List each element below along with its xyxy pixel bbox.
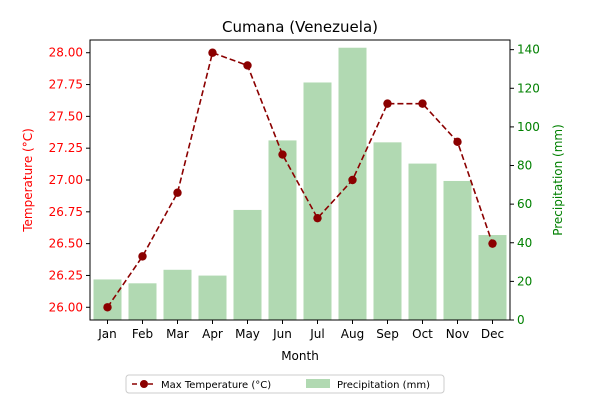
precip-bar: [163, 269, 192, 320]
left-tick-label: 28.00: [49, 46, 83, 60]
x-tick-label: Jun: [272, 327, 292, 341]
precip-bar: [373, 142, 402, 320]
temperature-point: [488, 239, 497, 248]
x-tick-label: Mar: [166, 327, 189, 341]
precip-bar: [198, 275, 227, 320]
left-tick-label: 27.75: [49, 78, 83, 92]
x-tick-label: Sep: [376, 327, 399, 341]
legend-bar-swatch: [306, 379, 330, 388]
x-tick-label: Oct: [412, 327, 433, 341]
right-tick-label: 100: [517, 120, 540, 134]
chart-title: Cumana (Venezuela): [222, 18, 378, 36]
right-tick-label: 20: [517, 274, 532, 288]
precip-bar: [93, 279, 122, 320]
left-axis-label: Temperature (°C): [21, 128, 35, 233]
right-tick-label: 0: [517, 313, 525, 327]
right-axis-label: Precipitation (mm): [551, 124, 565, 236]
legend-line-marker: [140, 380, 148, 388]
bar-series: [93, 47, 507, 321]
legend-label-precipitation: Precipitation (mm): [337, 380, 430, 391]
temperature-point: [138, 252, 147, 261]
legend-label-temperature: Max Temperature (°C): [161, 380, 271, 391]
left-tick-label: 26.00: [49, 300, 83, 314]
temperature-point: [313, 213, 322, 223]
precip-bar: [268, 140, 297, 320]
x-axis-label: Month: [281, 349, 319, 363]
right-tick-label: 40: [517, 236, 532, 250]
left-tick-label: 26.75: [49, 205, 83, 219]
temperature-point: [278, 150, 287, 159]
precip-bar: [478, 235, 507, 320]
precip-bar: [443, 180, 472, 320]
temperature-point: [208, 48, 217, 57]
temperature-point: [243, 61, 252, 70]
right-axis: 0 20 40 60 80 100 120 140: [510, 43, 540, 327]
legend: Max Temperature (°C) Precipitation (mm): [125, 374, 445, 394]
temperature-point: [103, 303, 112, 312]
temperature-point: [418, 99, 427, 108]
x-axis: Jan Feb Mar Apr May Jun Jul Aug Sep Oct Nov Dec: [97, 320, 504, 341]
temperature-point: [383, 99, 392, 108]
temperature-series: [103, 48, 497, 312]
temperature-point: [453, 137, 462, 147]
x-tick-label: May: [235, 327, 260, 341]
precip-bar: [408, 163, 437, 320]
left-tick-label: 27.00: [49, 173, 83, 187]
x-tick-label: Feb: [132, 327, 153, 341]
precip-bar: [128, 283, 157, 320]
left-axis: 26.00 26.25 26.50 26.75 27.00 27.25 27.50 27.75…: [49, 46, 90, 314]
x-tick-label: Nov: [446, 327, 469, 341]
temperature-point: [348, 175, 357, 185]
x-tick-label: Apr: [202, 327, 223, 341]
left-tick-label: 26.25: [49, 268, 83, 282]
temperature-point: [173, 188, 182, 197]
legend-frame: [125, 374, 445, 394]
right-tick-label: 60: [517, 197, 532, 211]
x-tick-label: Aug: [341, 327, 364, 341]
x-tick-label: Jan: [97, 327, 117, 341]
left-tick-label: 27.50: [49, 109, 83, 123]
precip-bar: [233, 209, 262, 320]
left-tick-label: 26.50: [49, 237, 83, 251]
temperature-line: [106, 51, 494, 308]
left-tick-label: 27.25: [49, 141, 83, 155]
x-tick-label: Dec: [481, 327, 504, 341]
right-tick-label: 140: [517, 43, 540, 57]
right-tick-label: 120: [517, 81, 540, 95]
right-tick-label: 80: [517, 159, 532, 173]
x-tick-label: Jul: [309, 327, 324, 341]
